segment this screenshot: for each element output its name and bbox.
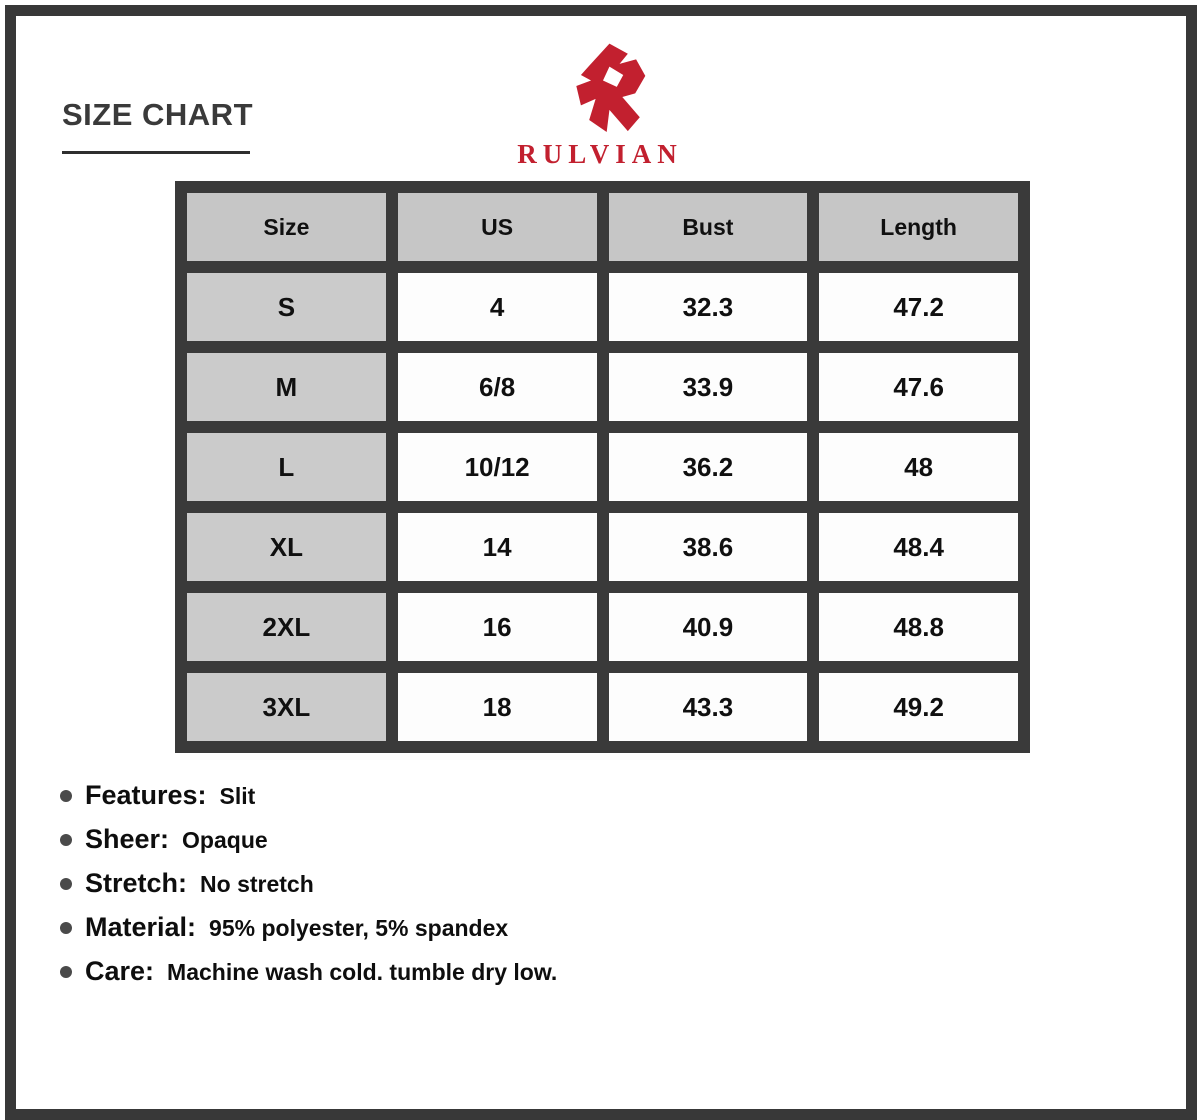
bust-value-cell: 32.3 [608, 273, 808, 341]
title-underline [62, 151, 250, 154]
length-value-cell: 48 [819, 433, 1018, 501]
bust-value-cell: 36.2 [608, 433, 808, 501]
us-value-cell: 4 [397, 273, 597, 341]
bust-value-cell: 33.9 [608, 353, 808, 421]
bust-value-cell: 40.9 [608, 593, 808, 661]
page-title: SIZE CHART [62, 97, 253, 132]
detail-value: No stretch [200, 871, 314, 897]
column-header-size: Size [187, 193, 386, 261]
size-label-cell: M [187, 353, 386, 421]
length-value-cell: 48.8 [819, 593, 1018, 661]
bullet-icon [60, 833, 72, 846]
bullet-icon [60, 789, 72, 802]
size-label-cell: XL [187, 513, 386, 581]
detail-item-material: Material: 95% polyester, 5% spandex [60, 912, 557, 943]
detail-item-care: Care: Machine wash cold. tumble dry low. [60, 956, 557, 987]
size-label-cell: 3XL [187, 673, 386, 741]
brand-r-monogram-icon [576, 43, 646, 132]
us-value-cell: 14 [397, 513, 597, 581]
column-header-us: US [397, 193, 597, 261]
detail-item-stretch: Stretch: No stretch [60, 868, 557, 899]
table-row: M 6/8 33.9 47.6 [187, 353, 1018, 421]
table-row: L 10/12 36.2 48 [187, 433, 1018, 501]
detail-label: Stretch: [85, 868, 188, 898]
table-row: 2XL 16 40.9 48.8 [187, 593, 1018, 661]
detail-value: Slit [219, 783, 256, 809]
bullet-icon [60, 877, 72, 890]
detail-label: Material: [85, 912, 197, 942]
detail-label: Care: [85, 956, 155, 986]
bust-value-cell: 43.3 [608, 673, 808, 741]
size-label-cell: 2XL [187, 593, 386, 661]
table-row: S 4 32.3 47.2 [187, 273, 1018, 341]
size-label-cell: L [187, 433, 386, 501]
brand-name: RULVIAN [517, 139, 683, 169]
length-value-cell: 49.2 [819, 673, 1018, 741]
us-value-cell: 18 [397, 673, 597, 741]
us-value-cell: 6/8 [397, 353, 597, 421]
detail-label: Sheer: [85, 824, 170, 854]
bullet-icon [60, 965, 72, 978]
length-value-cell: 48.4 [819, 513, 1018, 581]
column-header-bust: Bust [608, 193, 808, 261]
size-label-cell: S [187, 273, 386, 341]
table-header-row: Size US Bust Length [187, 193, 1018, 261]
bust-value-cell: 38.6 [608, 513, 808, 581]
size-chart-table: Size US Bust Length S 4 32.3 47.2 M 6/8 … [175, 181, 1030, 753]
product-details-list: Features: Slit Sheer: Opaque Stretch: No… [60, 780, 557, 1000]
detail-label: Features: [85, 780, 207, 810]
length-value-cell: 47.6 [819, 353, 1018, 421]
table-row: XL 14 38.6 48.4 [187, 513, 1018, 581]
detail-item-features: Features: Slit [60, 780, 557, 811]
detail-item-sheer: Sheer: Opaque [60, 824, 557, 855]
table-row: 3XL 18 43.3 49.2 [187, 673, 1018, 741]
length-value-cell: 47.2 [819, 273, 1018, 341]
column-header-length: Length [819, 193, 1018, 261]
us-value-cell: 16 [397, 593, 597, 661]
detail-value: 95% polyester, 5% spandex [209, 915, 509, 941]
brand-logo: RULVIAN [517, 36, 683, 170]
bullet-icon [60, 921, 72, 934]
detail-value: Opaque [182, 827, 268, 853]
detail-value: Machine wash cold. tumble dry low. [167, 959, 558, 985]
us-value-cell: 10/12 [397, 433, 597, 501]
